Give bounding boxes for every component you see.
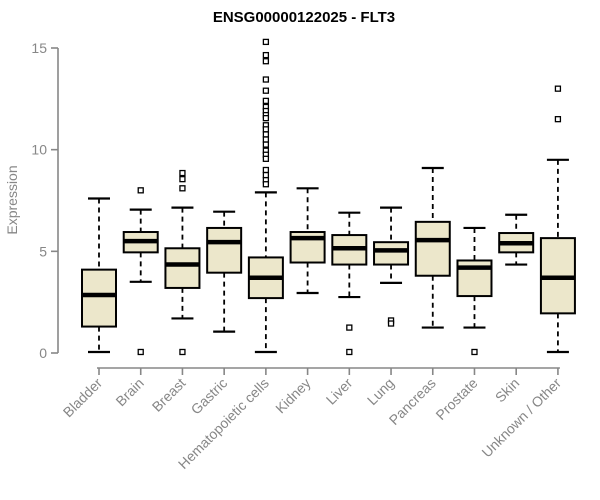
outlier-point — [262, 141, 270, 148]
x-tick-label-bladder: Bladder — [60, 375, 106, 421]
box-group-liver — [331, 211, 368, 356]
iqr-box — [206, 226, 243, 274]
outlier-point — [179, 185, 186, 192]
y-tick-label: 0 — [39, 345, 47, 361]
outlier-point — [554, 116, 562, 123]
outlier-point — [262, 115, 270, 122]
chart-title: ENSG00000122025 - FLT3 — [213, 9, 395, 26]
x-tick-label-lung: Lung — [364, 375, 397, 408]
box-group-kidney — [289, 187, 326, 295]
outlier-point — [262, 136, 270, 143]
outlier-point — [346, 324, 353, 331]
outlier-point — [137, 348, 144, 356]
x-tick-label-prostate: Prostate — [432, 375, 480, 423]
iqr-box — [164, 247, 201, 289]
outlier-point — [262, 126, 270, 133]
box-group-gastric — [206, 210, 243, 333]
box-group-unknown-other — [539, 85, 576, 354]
outlier-point — [262, 76, 270, 83]
y-tick-label: 5 — [39, 243, 47, 259]
y-tick-label: 10 — [31, 142, 47, 158]
outlier-point — [471, 348, 478, 356]
box-group-breast — [164, 169, 201, 356]
box-group-hematopoietic-cells — [247, 38, 284, 354]
outlier-point — [346, 348, 353, 356]
outlier-point — [262, 155, 270, 162]
x-tick-label-liver: Liver — [323, 375, 356, 408]
x-tick-label-kidney: Kidney — [272, 375, 314, 417]
x-tick-label-breast: Breast — [149, 375, 189, 415]
outlier-point — [179, 175, 186, 183]
outlier-point — [179, 169, 186, 177]
box-group-skin — [498, 213, 535, 266]
box-group-bladder — [81, 197, 117, 354]
outlier-point — [554, 85, 562, 92]
outlier-point — [179, 348, 186, 356]
box-group-brain — [122, 187, 159, 356]
outlier-point — [262, 166, 270, 174]
outlier-point — [137, 187, 144, 194]
outlier-point — [262, 181, 270, 188]
iqr-box — [414, 220, 451, 277]
y-tick-label: 15 — [31, 40, 47, 56]
outlier-point — [262, 171, 270, 179]
outlier-point — [262, 58, 270, 65]
x-tick-label-unknown-other: Unknown / Other — [478, 375, 564, 461]
outlier-point — [262, 51, 270, 59]
box-group-prostate — [456, 226, 493, 356]
outlier-point — [387, 320, 395, 327]
iqr-box — [373, 241, 410, 266]
outlier-point — [262, 97, 270, 105]
outlier-point — [262, 131, 270, 138]
box-group-pancreas — [414, 166, 451, 329]
outlier-point — [262, 38, 270, 46]
iqr-box — [81, 268, 117, 328]
outlier-point — [262, 87, 270, 94]
box-group-lung — [373, 206, 410, 327]
x-tick-label-brain: Brain — [112, 375, 146, 409]
x-tick-label-skin: Skin — [492, 375, 523, 406]
y-axis-label: Expression — [4, 165, 20, 234]
